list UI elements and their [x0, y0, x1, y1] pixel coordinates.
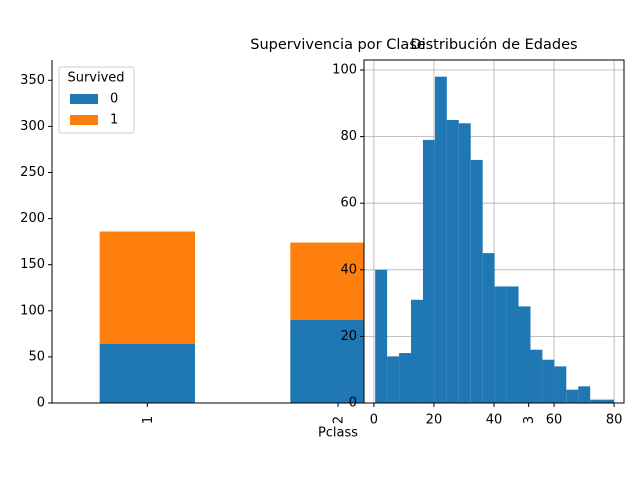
legend-label: 1	[110, 113, 118, 128]
histogram-bar	[554, 366, 567, 403]
x-tick-label: 1	[141, 416, 156, 424]
y-tick-label: 150	[20, 257, 45, 272]
histogram-bar	[578, 386, 591, 403]
histogram-bar	[518, 306, 531, 403]
y-tick-label: 100	[332, 62, 357, 77]
histogram-bar	[482, 253, 495, 403]
histogram-bar	[590, 399, 603, 403]
x-tick-label: 40	[486, 413, 503, 428]
histogram-bar	[506, 286, 519, 403]
histogram-bar	[566, 389, 579, 403]
histogram-bar	[422, 139, 435, 403]
y-tick-label: 40	[340, 262, 357, 277]
y-tick-label: 250	[20, 165, 45, 180]
y-tick-label: 0	[349, 396, 357, 411]
histogram-bar	[542, 359, 555, 403]
y-tick-label: 300	[20, 119, 45, 134]
histogram-bar	[446, 119, 459, 404]
spines	[363, 59, 625, 404]
x-tick-label: 0	[370, 413, 378, 428]
x-tick-label: 20	[426, 413, 443, 428]
y-tick-label: 200	[20, 211, 45, 226]
y-tick-label: 0	[37, 396, 45, 411]
y-tick-label: 100	[20, 303, 45, 318]
x-axis-label: Pclass	[318, 426, 358, 441]
y-tick-label: 60	[340, 196, 357, 211]
histogram-bar	[530, 349, 543, 403]
legend-swatch	[70, 115, 98, 125]
x-tick-label: 60	[546, 413, 563, 428]
histogram-bar	[411, 299, 423, 403]
histogram-bar	[470, 159, 483, 403]
y-tick-label: 80	[340, 129, 357, 144]
chart-title: Distribución de Edades	[410, 37, 577, 53]
x-tick-label: 80	[606, 413, 623, 428]
bar-segment	[99, 343, 195, 403]
legend-title: Survived	[67, 71, 124, 86]
histogram-bar	[387, 356, 400, 403]
histogram-bar	[494, 286, 507, 403]
y-tick-label: 350	[20, 73, 45, 88]
histogram-bar	[602, 399, 615, 403]
histogram-bar	[434, 76, 447, 403]
histogram-bar	[399, 353, 412, 403]
histogram-bar	[375, 269, 388, 403]
y-tick-label: 50	[28, 349, 45, 364]
y-tick-label: 20	[340, 329, 357, 344]
x-tick-label: 3	[522, 416, 537, 424]
chart-title: Supervivencia por Clase	[250, 37, 426, 53]
legend-swatch	[70, 94, 98, 104]
histogram-bar	[458, 123, 471, 403]
bar-segment	[99, 231, 195, 344]
x-tick-label: 2	[332, 416, 347, 424]
legend-label: 0	[110, 92, 118, 107]
